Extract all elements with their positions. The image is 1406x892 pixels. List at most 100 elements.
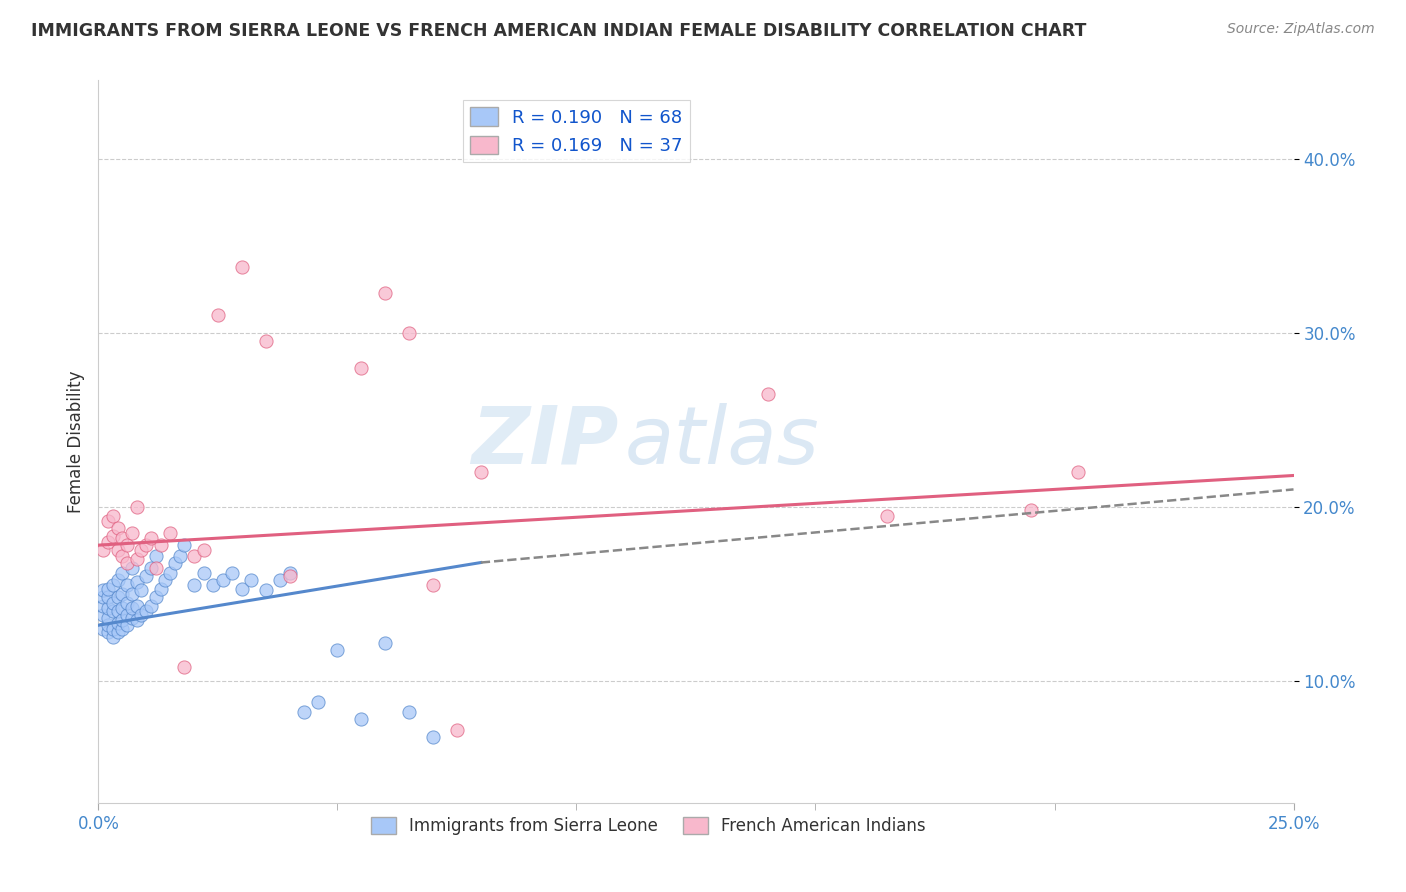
- Point: [135, 538, 157, 552]
- Point: [350, 360, 373, 375]
- Point: [97, 514, 120, 528]
- Point: [350, 712, 373, 726]
- Point: [183, 549, 205, 563]
- Point: [121, 600, 143, 615]
- Point: [254, 583, 277, 598]
- Point: [101, 578, 124, 592]
- Point: [145, 591, 167, 605]
- Point: [125, 500, 148, 514]
- Legend: Immigrants from Sierra Leone, French American Indians: Immigrants from Sierra Leone, French Ame…: [364, 810, 932, 841]
- Point: [374, 635, 396, 649]
- Point: [111, 600, 134, 615]
- Point: [131, 607, 153, 622]
- Point: [159, 525, 181, 540]
- Point: [169, 549, 191, 563]
- Point: [115, 596, 138, 610]
- Point: [145, 549, 167, 563]
- Point: [211, 573, 233, 587]
- Point: [91, 599, 114, 613]
- Point: [107, 573, 129, 587]
- Point: [97, 534, 120, 549]
- Point: [91, 622, 114, 636]
- Point: [115, 578, 138, 592]
- Point: [398, 706, 420, 720]
- Point: [125, 613, 148, 627]
- Point: [125, 574, 148, 589]
- Point: [374, 285, 396, 300]
- Point: [139, 561, 162, 575]
- Point: [202, 578, 225, 592]
- Point: [101, 604, 124, 618]
- Point: [307, 695, 329, 709]
- Point: [269, 573, 291, 587]
- Point: [193, 566, 215, 580]
- Point: [111, 587, 134, 601]
- Point: [107, 625, 129, 640]
- Point: [292, 706, 315, 720]
- Text: atlas: atlas: [624, 402, 820, 481]
- Point: [183, 578, 205, 592]
- Point: [1019, 503, 1042, 517]
- Point: [446, 723, 468, 737]
- Point: [97, 591, 120, 605]
- Point: [221, 566, 243, 580]
- Point: [173, 660, 195, 674]
- Point: [91, 591, 114, 605]
- Point: [115, 556, 138, 570]
- Point: [876, 508, 898, 523]
- Text: Source: ZipAtlas.com: Source: ZipAtlas.com: [1227, 22, 1375, 37]
- Point: [278, 566, 301, 580]
- Point: [149, 582, 172, 596]
- Point: [231, 260, 253, 274]
- Point: [1067, 465, 1090, 479]
- Point: [125, 599, 148, 613]
- Point: [97, 611, 120, 625]
- Point: [111, 549, 134, 563]
- Point: [121, 611, 143, 625]
- Point: [111, 531, 134, 545]
- Point: [91, 607, 114, 622]
- Point: [149, 538, 172, 552]
- Point: [121, 525, 143, 540]
- Point: [107, 543, 129, 558]
- Point: [121, 587, 143, 601]
- Text: IMMIGRANTS FROM SIERRA LEONE VS FRENCH AMERICAN INDIAN FEMALE DISABILITY CORRELA: IMMIGRANTS FROM SIERRA LEONE VS FRENCH A…: [31, 22, 1087, 40]
- Point: [131, 543, 153, 558]
- Point: [111, 566, 134, 580]
- Point: [756, 386, 779, 401]
- Point: [422, 730, 444, 744]
- Point: [111, 613, 134, 627]
- Point: [193, 543, 215, 558]
- Point: [97, 618, 120, 632]
- Point: [101, 529, 124, 543]
- Point: [107, 604, 129, 618]
- Point: [398, 326, 420, 340]
- Point: [91, 543, 114, 558]
- Point: [107, 521, 129, 535]
- Point: [163, 556, 186, 570]
- Point: [135, 604, 157, 618]
- Point: [115, 538, 138, 552]
- Point: [101, 631, 124, 645]
- Point: [278, 569, 301, 583]
- Point: [139, 531, 162, 545]
- Point: [254, 334, 277, 349]
- Point: [159, 566, 181, 580]
- Point: [240, 573, 263, 587]
- Point: [101, 622, 124, 636]
- Point: [155, 573, 177, 587]
- Point: [101, 596, 124, 610]
- Point: [111, 622, 134, 636]
- Point: [97, 582, 120, 596]
- Point: [326, 642, 349, 657]
- Point: [107, 616, 129, 631]
- Point: [101, 508, 124, 523]
- Point: [115, 618, 138, 632]
- Point: [125, 552, 148, 566]
- Point: [173, 538, 195, 552]
- Point: [231, 582, 253, 596]
- Point: [131, 583, 153, 598]
- Point: [121, 561, 143, 575]
- Point: [422, 578, 444, 592]
- Point: [115, 607, 138, 622]
